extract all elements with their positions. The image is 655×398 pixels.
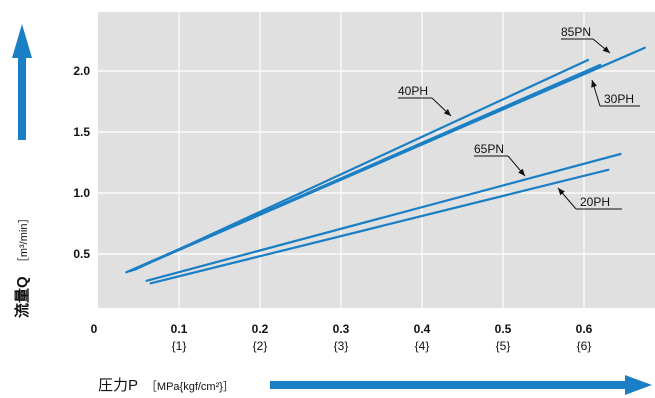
series-line-65pn <box>145 152 622 282</box>
y-axis-title: 流量Q ［m³/min］ <box>13 213 31 318</box>
y-axis-title-unit: ［m³/min］ <box>17 213 30 269</box>
x-tick-sublabel: {4} <box>415 339 430 353</box>
x-tick-label: 0.1 <box>171 322 188 336</box>
x-axis-arrow <box>270 375 652 395</box>
series-label-65pn: 65PN <box>474 142 504 156</box>
series-label-arrowhead-40ph <box>443 109 451 116</box>
x-tick-label: 0.5 <box>495 322 512 336</box>
y-tick-labels: 0.5 1.0 1.5 2.0 <box>73 64 90 261</box>
x-tick-sublabel: {5} <box>496 339 511 353</box>
series-label-arrowhead-20ph <box>558 188 565 196</box>
series-label-30ph: 30PH <box>604 92 634 106</box>
x-tick-labels: 0 0.1 {1} 0.2 {2} 0.3 {3} 0.4 {4} 0.5 {5} 0.6 {6} <box>91 322 593 353</box>
x-tick-label: 0.4 <box>414 322 431 336</box>
y-axis-title-main: 流量Q <box>13 276 31 318</box>
y-axis-arrow <box>12 24 32 140</box>
y-tick-label: 0.5 <box>73 247 90 261</box>
series-label-arrowhead-30ph <box>591 80 597 88</box>
series-line-20ph <box>149 168 610 285</box>
series-label-20ph: 20PH <box>580 195 610 209</box>
y-tick-label: 1.5 <box>73 125 90 139</box>
plot-area <box>98 12 655 308</box>
x-tick-label: 0.2 <box>252 322 269 336</box>
series-label-40ph: 40PH <box>398 84 428 98</box>
series-label-arrowhead-65pn <box>518 168 525 176</box>
x-tick-sublabel: {1} <box>172 339 187 353</box>
x-tick-label: 0.6 <box>576 322 593 336</box>
series-labels: 85PN 30PH 40PH 65PN 20PH <box>398 25 640 210</box>
x-axis-title-unit: ［MPa{kgf/cm²}］ <box>146 380 234 393</box>
svg-text:流量Q ［m³/min］: 流量Q ［m³/min］ <box>13 213 31 318</box>
y-tick-label: 1.0 <box>73 186 90 200</box>
x-tick-label: 0 <box>91 322 98 336</box>
x-tick-sublabel: {6} <box>577 339 592 353</box>
series-label-85pn: 85PN <box>561 25 591 39</box>
series-line-40ph <box>133 58 590 271</box>
x-axis-title-main: 圧力P <box>98 377 138 394</box>
series-group <box>125 46 646 285</box>
svg-text:圧力P ［MPa{kgf/cm²}］: 圧力P ［MPa{kgf/cm²}］ <box>98 377 234 394</box>
x-tick-sublabel: {3} <box>334 339 349 353</box>
x-tick-label: 0.3 <box>333 322 350 336</box>
series-label-arrowhead-85pn <box>602 46 610 53</box>
x-axis-title: 圧力P ［MPa{kgf/cm²}］ <box>98 377 234 394</box>
y-tick-label: 2.0 <box>73 64 90 78</box>
x-tick-sublabel: {2} <box>253 339 268 353</box>
